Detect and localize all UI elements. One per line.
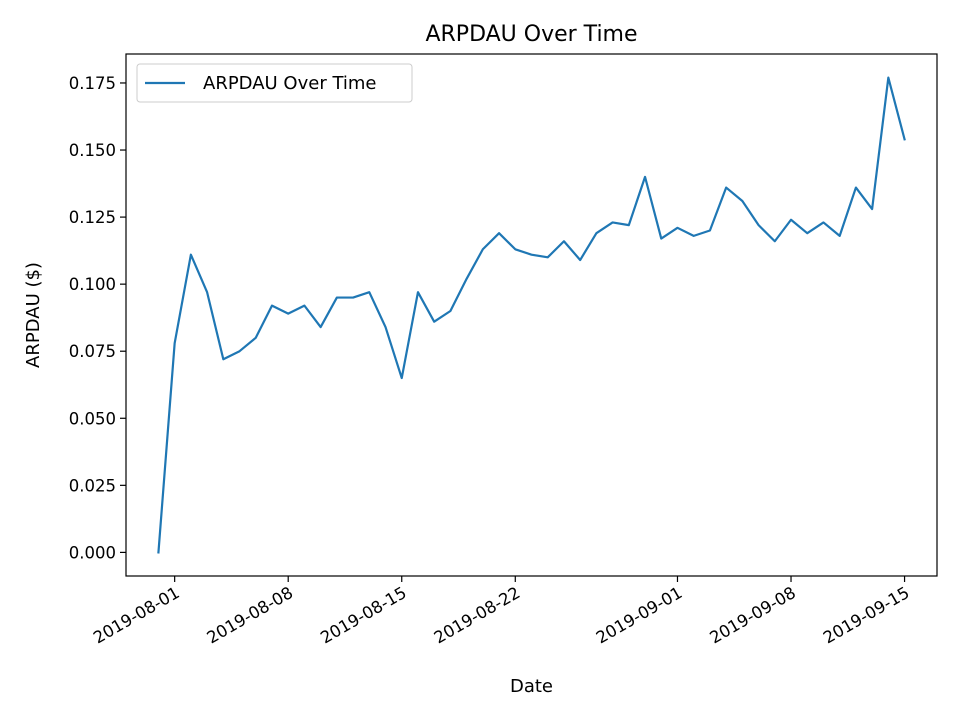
x-tick-label: 2019-08-15 bbox=[317, 583, 410, 647]
data-point bbox=[205, 290, 210, 295]
data-point bbox=[870, 207, 875, 212]
data-point bbox=[821, 220, 826, 225]
data-point bbox=[367, 290, 372, 295]
x-tick-label: 2019-08-08 bbox=[204, 583, 297, 647]
data-point bbox=[334, 295, 339, 300]
data-point bbox=[610, 220, 615, 225]
data-point bbox=[269, 303, 274, 308]
data-point bbox=[529, 252, 534, 257]
plot-series bbox=[156, 75, 907, 555]
data-point bbox=[188, 252, 193, 257]
data-point bbox=[351, 295, 356, 300]
data-point bbox=[902, 137, 907, 142]
x-tick-label: 2019-09-01 bbox=[593, 583, 686, 647]
data-point bbox=[659, 236, 664, 241]
data-point bbox=[772, 239, 777, 244]
data-point bbox=[561, 239, 566, 244]
y-tick-label: 0.150 bbox=[69, 141, 116, 160]
data-point bbox=[156, 550, 161, 555]
legend: ARPDAU Over Time bbox=[136, 63, 413, 103]
y-tick-label: 0.025 bbox=[69, 476, 116, 495]
data-point bbox=[399, 376, 404, 381]
data-point bbox=[302, 303, 307, 308]
data-point bbox=[837, 233, 842, 238]
chart-title: ARPDAU Over Time bbox=[425, 22, 637, 47]
data-point bbox=[286, 311, 291, 316]
data-point bbox=[724, 185, 729, 190]
x-axis-ticks: 2019-08-01 2019-08-08 2019-08-15 2019-08-22… bbox=[90, 576, 913, 647]
data-point bbox=[643, 174, 648, 179]
plot-frame bbox=[125, 53, 938, 577]
y-tick-label: 0.000 bbox=[69, 543, 116, 562]
x-tick-label: 2019-08-22 bbox=[431, 583, 524, 647]
data-point bbox=[237, 349, 242, 354]
data-point bbox=[691, 233, 696, 238]
series-line-arpdau bbox=[157, 76, 906, 554]
data-point bbox=[221, 357, 226, 362]
x-tick-label: 2019-09-15 bbox=[820, 583, 913, 647]
data-point bbox=[432, 319, 437, 324]
x-tick-label: 2019-08-01 bbox=[90, 583, 183, 647]
data-point bbox=[756, 223, 761, 228]
data-point bbox=[172, 341, 177, 346]
x-tick-label: 2019-09-08 bbox=[706, 583, 799, 647]
data-point bbox=[594, 231, 599, 236]
y-tick-label: 0.100 bbox=[69, 275, 116, 294]
data-point bbox=[886, 75, 891, 80]
legend-box bbox=[136, 63, 413, 103]
data-point bbox=[383, 325, 388, 330]
data-point bbox=[513, 247, 518, 252]
data-point bbox=[448, 308, 453, 313]
data-point bbox=[480, 247, 485, 252]
data-point bbox=[415, 290, 420, 295]
data-point bbox=[464, 276, 469, 281]
data-point bbox=[578, 258, 583, 263]
y-tick-label: 0.125 bbox=[69, 208, 116, 227]
data-point bbox=[805, 231, 810, 236]
data-point bbox=[497, 231, 502, 236]
data-point bbox=[853, 185, 858, 190]
data-point bbox=[675, 225, 680, 230]
x-axis-label: Date bbox=[510, 676, 553, 697]
y-tick-label: 0.075 bbox=[69, 342, 116, 361]
data-point bbox=[626, 223, 631, 228]
y-axis-label: ARPDAU ($) bbox=[23, 262, 44, 368]
data-point bbox=[545, 255, 550, 260]
y-tick-label: 0.175 bbox=[69, 74, 116, 93]
y-axis-ticks: 0.000 0.025 0.050 0.075 0.100 0.125 0.150 0.175 bbox=[69, 74, 126, 562]
data-point bbox=[740, 198, 745, 203]
legend-label: ARPDAU Over Time bbox=[203, 73, 377, 94]
data-point bbox=[253, 335, 258, 340]
data-point bbox=[318, 325, 323, 330]
data-point bbox=[707, 228, 712, 233]
data-point bbox=[789, 217, 794, 222]
y-tick-label: 0.050 bbox=[69, 409, 116, 428]
